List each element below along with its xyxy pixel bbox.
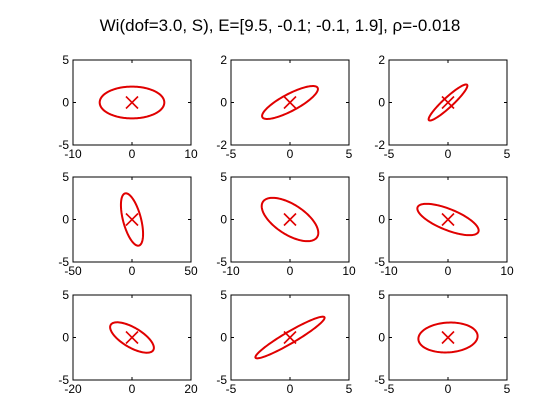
y-tick-label: 0 — [378, 96, 385, 110]
y-tick-label: 0 — [220, 96, 227, 110]
y-tick-label: -5 — [58, 373, 69, 387]
x-tick-label: -5 — [384, 382, 395, 396]
mean-marker — [283, 95, 297, 110]
y-tick-label: 2 — [378, 53, 385, 67]
y-tick-label: 5 — [62, 170, 69, 184]
y-tick-label: 2 — [220, 53, 227, 67]
x-tick-label: 10 — [184, 147, 198, 161]
covariance-ellipse — [417, 321, 479, 354]
x-tick-label: -5 — [226, 147, 237, 161]
mean-marker — [441, 212, 455, 227]
mean-marker — [441, 330, 455, 345]
subplot-3-3: -5 0 5 -5 0 5 — [374, 288, 510, 396]
y-tick-label: 5 — [62, 53, 69, 67]
y-tick-label: 0 — [62, 213, 69, 227]
x-tick-label: 0 — [287, 147, 294, 161]
x-tick-label: 0 — [287, 382, 294, 396]
subplot-1-3: -5 0 5 -2 0 2 — [374, 53, 510, 161]
y-tick-label: 5 — [378, 288, 385, 302]
y-tick-label: 5 — [220, 170, 227, 184]
y-tick-label: -5 — [216, 373, 227, 387]
x-tick-label: 50 — [184, 264, 198, 278]
mean-marker — [125, 330, 139, 345]
x-tick-label: -20 — [64, 382, 82, 396]
x-tick-label: 5 — [346, 382, 353, 396]
y-tick-label: 0 — [378, 213, 385, 227]
y-tick-label: 0 — [220, 213, 227, 227]
covariance-ellipse — [416, 202, 480, 237]
subplot-2-2: -10 0 10 -5 0 5 — [216, 170, 356, 278]
y-tick-label: 0 — [62, 331, 69, 345]
x-tick-label: 0 — [445, 382, 452, 396]
covariance-ellipse — [260, 196, 320, 243]
subplot-2-1: -50 0 50-505 — [58, 170, 198, 278]
subplot-grid: -10 0 10-505-5 0 5-202-5 0 5-202-50 0 50-505-10 0… — [58, 53, 514, 396]
y-tick-label: -2 — [216, 138, 227, 152]
subplot-3-2: -5 0 5 -5 0 5 — [216, 288, 352, 396]
x-tick-label: -50 — [64, 264, 82, 278]
x-tick-label: -10 — [64, 147, 82, 161]
x-tick-label: -5 — [384, 147, 395, 161]
y-tick-label: -5 — [374, 255, 385, 269]
subplot-1-2: -5 0 5 -2 0 2 — [216, 53, 352, 161]
x-tick-label: 0 — [129, 264, 136, 278]
x-tick-label: 10 — [342, 264, 356, 278]
y-tick-label: 5 — [62, 288, 69, 302]
covariance-ellipse — [109, 321, 155, 354]
covariance-ellipse — [119, 192, 145, 247]
y-tick-label: 0 — [220, 331, 227, 345]
mean-marker — [441, 95, 455, 110]
y-tick-label: 5 — [220, 288, 227, 302]
covariance-ellipse — [427, 83, 469, 122]
covariance-ellipse — [261, 85, 319, 120]
x-tick-label: 0 — [445, 264, 452, 278]
x-tick-label: 5 — [504, 147, 511, 161]
y-tick-label: -5 — [216, 255, 227, 269]
subplot-2-3: -10 0 10 -5 0 5 — [374, 170, 514, 278]
x-tick-label: -10 — [222, 264, 240, 278]
y-tick-label: 0 — [62, 96, 69, 110]
x-tick-label: 0 — [129, 382, 136, 396]
x-tick-label: 0 — [445, 147, 452, 161]
x-tick-label: -5 — [226, 382, 237, 396]
covariance-ellipse — [254, 315, 326, 360]
subplot-3-1: -20 0 20 -5 0 5 — [58, 288, 198, 396]
y-tick-label: 0 — [378, 331, 385, 345]
x-tick-label: 20 — [184, 382, 198, 396]
y-tick-label: -5 — [58, 138, 69, 152]
y-tick-label: -5 — [58, 255, 69, 269]
y-tick-label: 5 — [378, 170, 385, 184]
mean-marker — [283, 330, 297, 345]
subplot-1-1: -10 0 10 -5 0 5 — [58, 53, 198, 161]
mean-marker — [125, 95, 139, 110]
mean-marker — [125, 212, 139, 227]
figure-title: Wi(dof=3.0, S), E=[9.5, -0.1; -0.1, 1.9]… — [100, 16, 461, 35]
x-tick-label: 10 — [500, 264, 514, 278]
x-tick-label: 0 — [129, 147, 136, 161]
x-tick-label: 0 — [287, 264, 294, 278]
x-tick-label: 5 — [504, 382, 511, 396]
mean-marker — [283, 212, 297, 227]
x-tick-label: 5 — [346, 147, 353, 161]
x-tick-label: -10 — [380, 264, 398, 278]
y-tick-label: -5 — [374, 373, 385, 387]
covariance-ellipse — [98, 85, 166, 120]
y-tick-label: -2 — [374, 138, 385, 152]
